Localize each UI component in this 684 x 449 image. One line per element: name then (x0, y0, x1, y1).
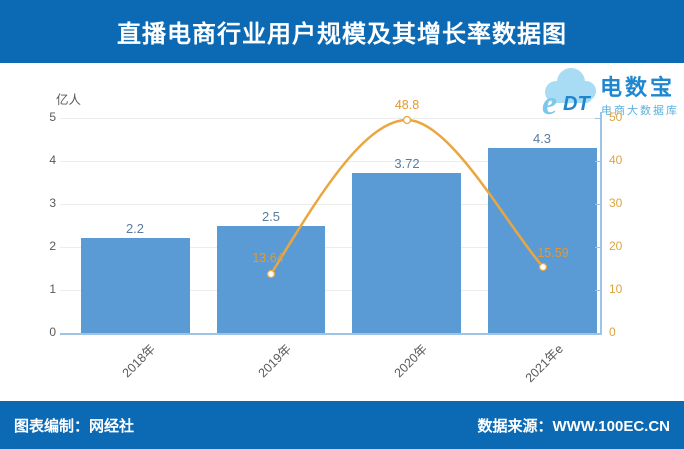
bar-2021e (488, 148, 597, 333)
left-tick-2: 2 (49, 239, 56, 253)
right-tickmark-10 (595, 290, 601, 291)
growth-point-2020 (402, 115, 412, 125)
bar-2018 (81, 238, 190, 333)
left-tick-0: 0 (49, 325, 56, 339)
svg-text:e: e (542, 85, 557, 122)
growth-value-2020: 48.8 (394, 98, 420, 112)
footer-band: 图表编制：网经社 数据来源：WWW.100EC.CN (0, 401, 684, 449)
bar-value-2019: 2.5 (261, 209, 281, 224)
x-axis-line (60, 333, 602, 335)
gridline-2 (60, 247, 600, 248)
left-tick-5: 5 (49, 110, 56, 124)
right-tick-40: 40 (609, 153, 623, 167)
right-tick-10: 10 (609, 282, 623, 296)
gridline-1 (60, 290, 600, 291)
logo-brand-text: 电数宝 (600, 75, 676, 100)
bar-value-2018: 2.2 (125, 221, 145, 236)
growth-value-2021e: 15.59 (537, 246, 569, 260)
growth-line (269, 118, 544, 275)
right-tickmark-40 (595, 161, 601, 162)
bar-value-2021e: 4.3 (532, 131, 552, 146)
left-axis-unit-label: 亿人 (56, 93, 82, 107)
right-tickmark-20 (595, 247, 601, 248)
right-tick-20: 20 (609, 239, 623, 253)
logo-tagline-text: 电商大数据库 (601, 105, 679, 117)
gridline-4 (60, 161, 600, 162)
header-band: 直播电商行业用户规模及其增长率数据图 (0, 0, 684, 63)
gridline-5 (60, 118, 600, 119)
right-tick-30: 30 (609, 196, 623, 210)
right-tick-0: 0 (609, 325, 616, 339)
edt-logo: e DT 电数宝 电商大数据库 (538, 62, 684, 126)
footer-source: 数据来源：WWW.100EC.CN (477, 417, 670, 435)
bar-value-2020: 3.72 (394, 156, 420, 171)
right-axis-line (600, 112, 602, 333)
right-tickmark-50 (595, 118, 601, 119)
gridline-3 (60, 204, 600, 205)
growth-value-2019: 13.64 (252, 251, 284, 265)
right-tick-50: 50 (609, 110, 623, 124)
footer-credit: 图表编制：网经社 (14, 417, 135, 435)
bar-2019 (217, 226, 325, 333)
growth-point-2021e (538, 262, 548, 272)
page-title: 直播电商行业用户规模及其增长率数据图 (117, 21, 567, 48)
svg-text:DT: DT (563, 93, 591, 115)
left-tick-1: 1 (49, 282, 56, 296)
left-tick-3: 3 (49, 196, 56, 210)
right-tickmark-30 (595, 204, 601, 205)
bar-2020 (352, 173, 461, 333)
growth-point-2019 (266, 269, 276, 279)
cloud-logo-icon: e DT (542, 68, 596, 122)
left-tick-4: 4 (49, 153, 56, 167)
